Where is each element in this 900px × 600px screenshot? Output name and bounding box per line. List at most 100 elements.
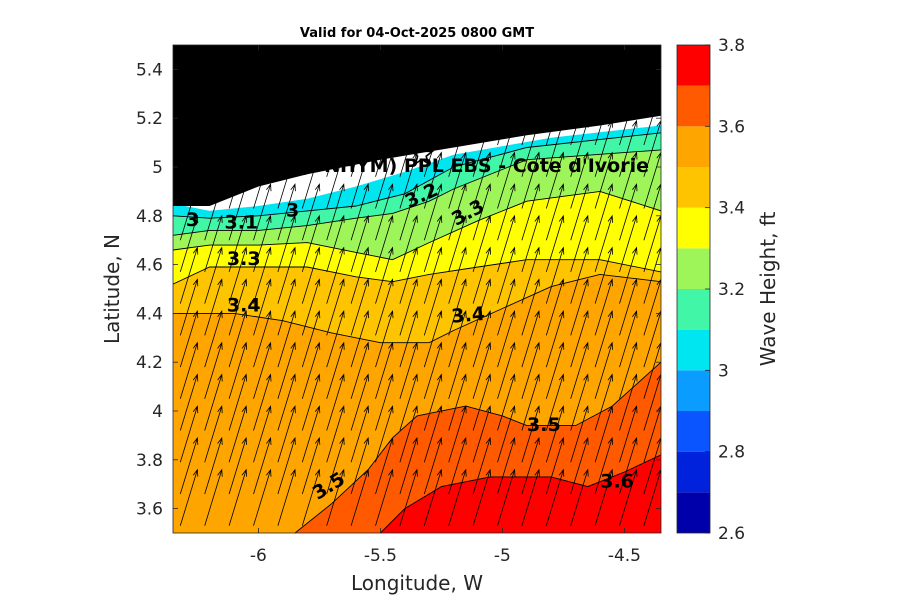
wave-vector [594, 278, 613, 336]
wave-vector [350, 341, 369, 399]
x-tick-label: -6 [250, 546, 267, 566]
wave-vector [228, 278, 247, 336]
wave-vector [619, 183, 638, 241]
wave-vector [228, 341, 247, 399]
wave-vector [179, 278, 199, 336]
wave-vector [277, 214, 296, 273]
wave-vector [619, 214, 638, 273]
wave-vector [350, 309, 369, 368]
wave-vector [448, 183, 467, 241]
wave-vector [545, 309, 565, 368]
wave-vector [594, 214, 613, 273]
wave-vector [204, 183, 223, 241]
wave-vector [570, 373, 589, 431]
colorbar-tick-label: 2.8 [718, 443, 745, 463]
y-tick-label: 4.8 [136, 207, 163, 227]
wave-vector [545, 436, 565, 495]
wave-vector [301, 468, 321, 526]
wave-vector [472, 214, 491, 273]
colorbar-swatch [677, 451, 710, 493]
wave-vector [326, 183, 345, 241]
wave-vector [277, 468, 296, 526]
wave-vector [570, 468, 589, 526]
colorbar-swatch [677, 492, 710, 533]
wave-vector [448, 468, 467, 526]
y-tick-label: 4 [152, 402, 163, 422]
wave-vector [179, 405, 199, 463]
wave-vector [350, 405, 369, 463]
y-axis-label: Latitude, N [100, 234, 124, 344]
wave-vector [301, 436, 321, 495]
wave-vector [277, 309, 296, 368]
wave-vector [179, 468, 199, 526]
contour-line [380, 454, 661, 533]
wave-vector [204, 309, 223, 368]
wave-vector [253, 214, 272, 273]
wave-vector [594, 309, 613, 368]
colorbar-swatch [677, 329, 710, 371]
colorbar-swatch [677, 207, 710, 249]
wave-vector [643, 88, 661, 146]
contour-label: 3 [286, 199, 299, 221]
wave-vector [497, 436, 516, 495]
wave-vector [570, 436, 589, 495]
wave-vector [423, 373, 443, 431]
contour-line [173, 149, 661, 236]
wave-vector [326, 246, 345, 304]
wave-vector [277, 246, 296, 304]
wave-vector [619, 87, 638, 146]
wave-vector [228, 214, 247, 273]
contour-label: 3.3 [227, 248, 261, 270]
wave-vector [448, 405, 467, 463]
wave-vector [228, 246, 247, 304]
wave-vector [643, 151, 661, 209]
contour-line [173, 273, 661, 344]
wave-vector [277, 183, 296, 241]
wave-vector [643, 120, 661, 177]
wave-vector [179, 436, 199, 495]
wave-vector [423, 278, 443, 336]
wave-vector [301, 183, 321, 241]
wave-vector [472, 436, 491, 495]
wave-vector [350, 278, 369, 336]
wave-vector [619, 373, 638, 431]
wave-vector [423, 309, 443, 368]
wave-vector [375, 246, 394, 304]
wave-vector [545, 87, 565, 146]
colorbar-swatch [677, 167, 710, 208]
colorbar-tick-label: 3.4 [718, 199, 745, 219]
contour-label: 3.4 [227, 295, 261, 317]
wave-vector [204, 278, 223, 336]
wave-vector [399, 278, 418, 336]
wave-vector [521, 183, 540, 241]
wave-vector [375, 436, 394, 495]
colorbar-tick-label: 3 [718, 361, 729, 381]
colorbar-tick-label: 3.6 [718, 117, 745, 137]
y-tick-label: 5.4 [136, 60, 163, 80]
wave-vector [497, 278, 516, 336]
station-marker-group: (ONHYM) PPL EBS - Cote d'Ivorie [299, 141, 649, 177]
wave-vector [253, 183, 272, 241]
wave-vector [521, 309, 540, 368]
wave-vector [228, 373, 247, 431]
wave-vector [375, 341, 394, 399]
wave-vector [497, 468, 516, 526]
wave-vector [619, 309, 638, 368]
wave-vector [448, 246, 467, 304]
wave-vector [545, 405, 565, 463]
wave-vector [643, 405, 661, 463]
colorbar-swatch [677, 370, 710, 411]
wave-vector [472, 468, 491, 526]
y-tick-label: 3.6 [136, 500, 163, 520]
wave-vector [448, 436, 467, 495]
wave-vector [301, 373, 321, 431]
chart-title: Valid for 04-Oct-2025 0800 GMT [300, 26, 534, 41]
wave-vector [448, 373, 467, 431]
wave-vector [594, 151, 613, 209]
contour-line [173, 190, 661, 261]
wave-vector [204, 405, 223, 463]
contour-label: 3.6 [600, 470, 634, 492]
wave-vector [619, 436, 638, 495]
contour-band [380, 454, 661, 533]
wave-vector [472, 151, 491, 209]
